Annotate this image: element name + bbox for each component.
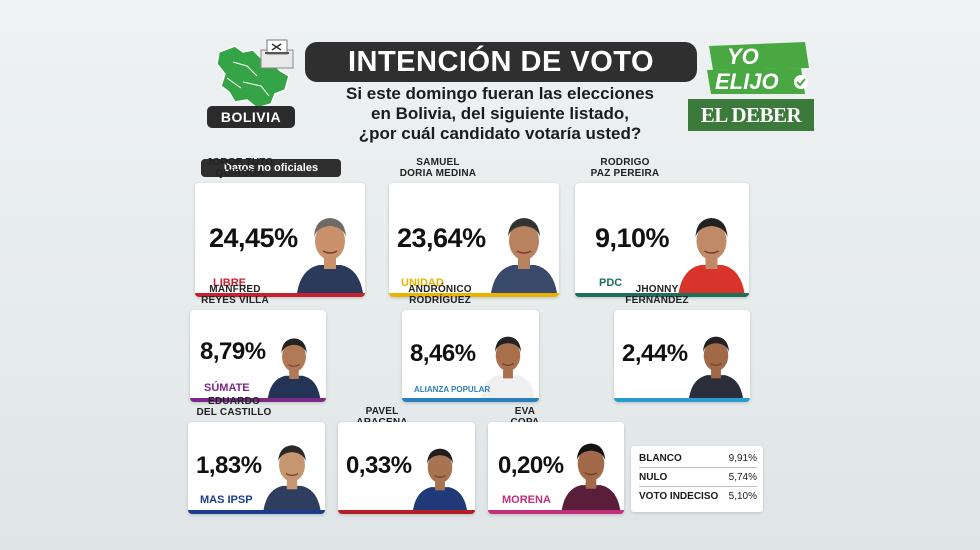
vote-percentage: 24,45% xyxy=(209,223,298,253)
candidate-name: JORGE TUTO QUIROGA xyxy=(205,157,275,179)
candidate-photo-icon xyxy=(689,336,743,398)
party-logo: MORENA xyxy=(502,494,551,506)
unofficial-note: Datos no oficiales xyxy=(201,159,341,177)
candidate-name-line: MANFRED xyxy=(209,284,261,295)
candidate-name-line: JORGE TUTO xyxy=(206,157,274,168)
question-line: Si este domingo fueran las elecciones xyxy=(346,84,654,103)
vote-percentage: 2,44% xyxy=(622,340,688,367)
party-color-bar xyxy=(389,293,559,297)
candidate-result-card: 1,83% MAS IPSP xyxy=(188,422,325,514)
candidate-name-line: DORIA MEDINA xyxy=(399,168,477,179)
vote-percentage: 8,46% xyxy=(410,340,476,367)
other-votes-table: BLANCO 9,91% NULO 5,74% VOTO INDECISO 5,… xyxy=(631,446,763,512)
party-color-bar xyxy=(338,510,475,514)
candidate-name: SAMUEL DORIA MEDINA xyxy=(398,157,478,179)
party-logo: UNIDAD xyxy=(401,277,444,289)
candidate-result-card: 2,44% xyxy=(614,310,750,402)
party-color-bar xyxy=(195,293,365,297)
other-value: 5,10% xyxy=(728,491,757,502)
vote-percentage: 1,83% xyxy=(196,452,262,479)
bolivia-map-logo: BOLIVIA xyxy=(205,38,300,130)
ballot-box-icon xyxy=(260,39,294,69)
table-row: BLANCO 9,91% xyxy=(639,450,757,468)
party-color-bar xyxy=(575,293,749,297)
party-color-bar xyxy=(614,398,750,402)
vote-percentage: 9,10% xyxy=(595,223,670,253)
candidate-result-card: 8,79% SÚMATE xyxy=(190,310,326,402)
candidate-name: ANDRÓNICO RODRÍGUEZ xyxy=(405,284,475,306)
candidate-result-card: 9,10% PDC xyxy=(575,183,749,297)
candidate-name: MANFRED REYES VILLA xyxy=(200,284,270,306)
party-logo: ALIANZA POPULAR xyxy=(414,385,491,394)
party-logo: MAS IPSP xyxy=(200,494,253,506)
party-color-bar xyxy=(188,510,325,514)
candidate-result-card: 0,20% MORENA xyxy=(488,422,624,514)
candidate-photo-icon xyxy=(297,218,363,293)
other-value: 9,91% xyxy=(728,453,757,464)
candidate-photo-icon xyxy=(267,338,321,398)
party-logo: LIBRE xyxy=(213,277,246,289)
vote-percentage: 0,20% xyxy=(498,452,564,479)
vote-percentage: 23,64% xyxy=(397,223,486,253)
other-label: BLANCO xyxy=(639,453,682,464)
candidate-result-card: 23,64% UNIDAD xyxy=(389,183,559,297)
candidate-name-line: FERNÁNDEZ xyxy=(625,295,689,306)
question-line: ¿por cuál candidato votaría usted? xyxy=(358,124,642,143)
country-label: BOLIVIA xyxy=(207,106,295,128)
question-line: en Bolivia, del siguiente listado, xyxy=(371,104,629,123)
vote-percentage: 8,79% xyxy=(200,338,266,365)
vote-percentage: 0,33% xyxy=(346,452,412,479)
party-color-bar xyxy=(190,398,326,402)
candidate-name: EDUARDO DEL CASTILLO xyxy=(194,396,274,418)
candidate-name: JHONNY FERNÁNDEZ xyxy=(622,284,692,306)
party-color-bar xyxy=(488,510,624,514)
other-value: 5,74% xyxy=(728,472,757,483)
candidate-result-card: 24,45% LIBRE xyxy=(195,183,365,297)
candidate-name: RODRIGO PAZ PEREIRA xyxy=(585,157,665,179)
table-row: NULO 5,74% xyxy=(639,469,757,487)
candidate-result-card: 0,33% xyxy=(338,422,475,514)
candidate-photo-icon xyxy=(413,448,467,510)
candidate-name-line: EDUARDO xyxy=(208,396,260,407)
candidate-name-line: QUIROGA xyxy=(215,168,265,179)
brand-line1: YO xyxy=(727,44,759,69)
publisher-logo: EL DEBER xyxy=(688,99,814,131)
other-label: NULO xyxy=(639,472,668,483)
party-logo: PDC xyxy=(599,277,623,289)
party-color-bar xyxy=(402,398,539,402)
candidate-photo-icon xyxy=(263,445,321,510)
candidate-name-line: REYES VILLA xyxy=(201,295,269,306)
survey-question: Si este domingo fueran las elecciones en… xyxy=(300,84,700,144)
other-label: VOTO INDECISO xyxy=(639,491,719,502)
candidate-name-line: PAZ PEREIRA xyxy=(590,168,660,179)
brand-line2: ELIJO xyxy=(715,69,779,94)
party-logo: SÚMATE xyxy=(204,382,250,394)
candidate-name-line: RODRIGO xyxy=(600,157,650,168)
yo-elijo-logo: YO ELIJO xyxy=(707,42,809,94)
candidate-name-line: SAMUEL xyxy=(416,157,460,168)
candidate-name-line: RODRÍGUEZ xyxy=(409,295,471,306)
candidate-name-line: DEL CASTILLO xyxy=(196,407,272,418)
page-title: INTENCIÓN DE VOTO xyxy=(305,42,697,82)
candidate-photo-icon xyxy=(491,218,557,293)
candidate-name-line: JHONNY xyxy=(635,284,679,295)
table-row: VOTO INDECISO 5,10% xyxy=(639,488,757,506)
candidate-result-card: 8,46% ALIANZA POPULAR xyxy=(402,310,539,402)
candidate-photo-icon xyxy=(678,218,745,293)
candidate-photo-icon xyxy=(561,443,621,510)
candidate-photo-icon xyxy=(481,336,535,398)
candidate-name-line: ANDRÓNICO xyxy=(408,284,472,295)
